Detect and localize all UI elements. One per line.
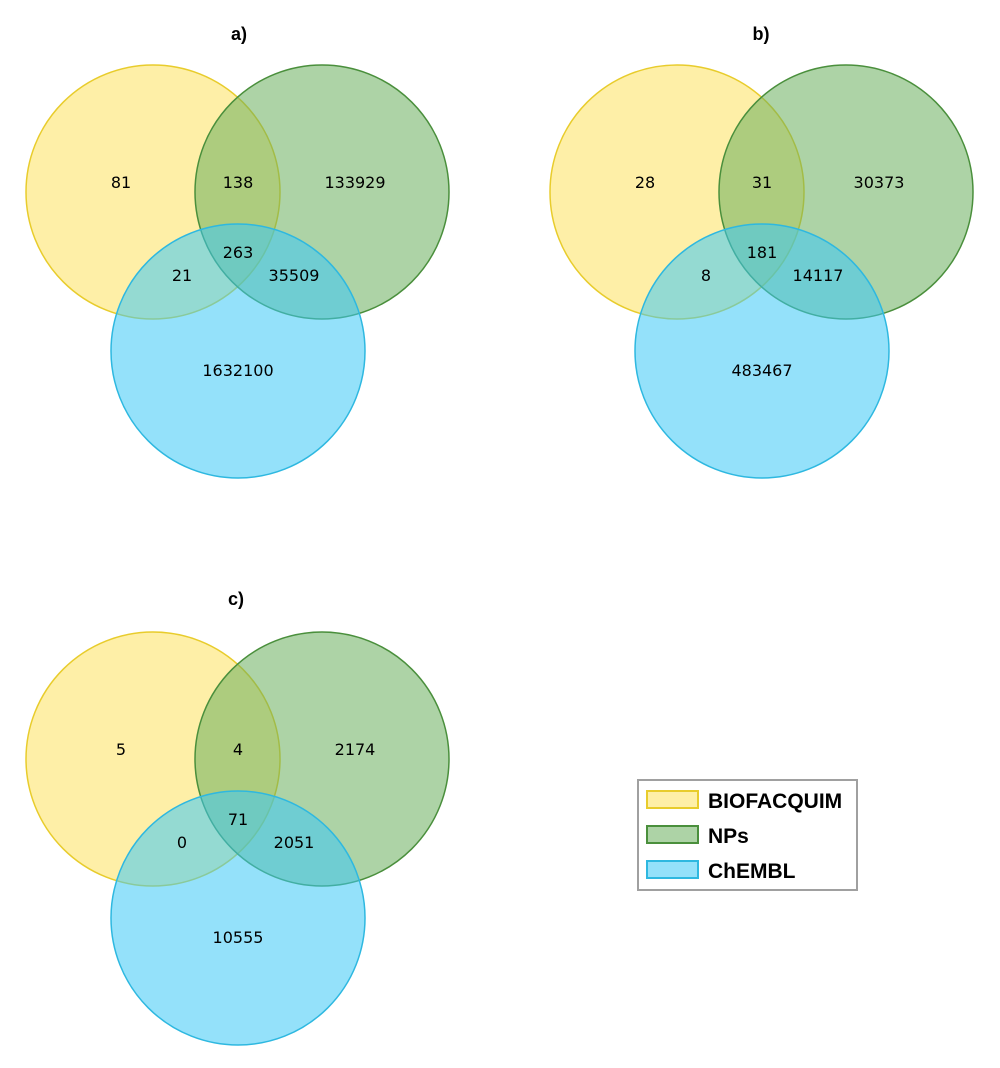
region-nps-chembl: 14117 [793,266,844,285]
legend-item-biofacquim: BIOFACQUIM [646,790,842,813]
venn-panel-c: c) 5 4 2174 71 0 2051 10555 [25,589,450,1046]
region-biofacquim-nps: 31 [752,173,772,192]
set-circle-chembl [110,223,366,479]
set-circle-chembl [634,223,890,479]
panel-title: c) [228,589,244,609]
region-biofacquim-nps: 138 [223,173,254,192]
region-biofacquim-chembl: 8 [701,266,711,285]
region-biofacquim-nps: 4 [233,740,243,759]
region-all-three: 263 [223,243,254,262]
legend-label: ChEMBL [708,860,796,883]
region-only-chembl: 10555 [213,928,264,947]
set-circle-chembl [110,790,366,1046]
region-only-biofacquim: 81 [111,173,131,192]
region-only-chembl: 1632100 [202,361,273,380]
legend-item-chembl: ChEMBL [646,860,796,883]
region-only-nps: 30373 [854,173,905,192]
region-only-nps: 2174 [335,740,376,759]
panel-title: b) [753,24,770,44]
legend-label: NPs [708,825,749,848]
legend-label: BIOFACQUIM [708,790,842,813]
venn-panel-a: a) 81 138 133929 263 21 35509 1632100 [25,24,450,479]
region-only-biofacquim: 28 [635,173,655,192]
venn-panel-b: b) 28 31 30373 181 8 14117 483467 [549,24,974,479]
legend: BIOFACQUIM NPs ChEMBL [637,779,858,891]
legend-item-nps: NPs [646,825,749,848]
region-biofacquim-chembl: 21 [172,266,192,285]
region-only-chembl: 483467 [731,361,792,380]
region-only-nps: 133929 [324,173,385,192]
region-biofacquim-chembl: 0 [177,833,187,852]
region-all-three: 181 [747,243,778,262]
legend-swatch [646,825,699,844]
legend-swatch [646,790,699,809]
region-nps-chembl: 35509 [269,266,320,285]
region-nps-chembl: 2051 [274,833,315,852]
region-all-three: 71 [228,810,248,829]
legend-swatch [646,860,699,879]
region-only-biofacquim: 5 [116,740,126,759]
panel-title: a) [231,24,247,44]
